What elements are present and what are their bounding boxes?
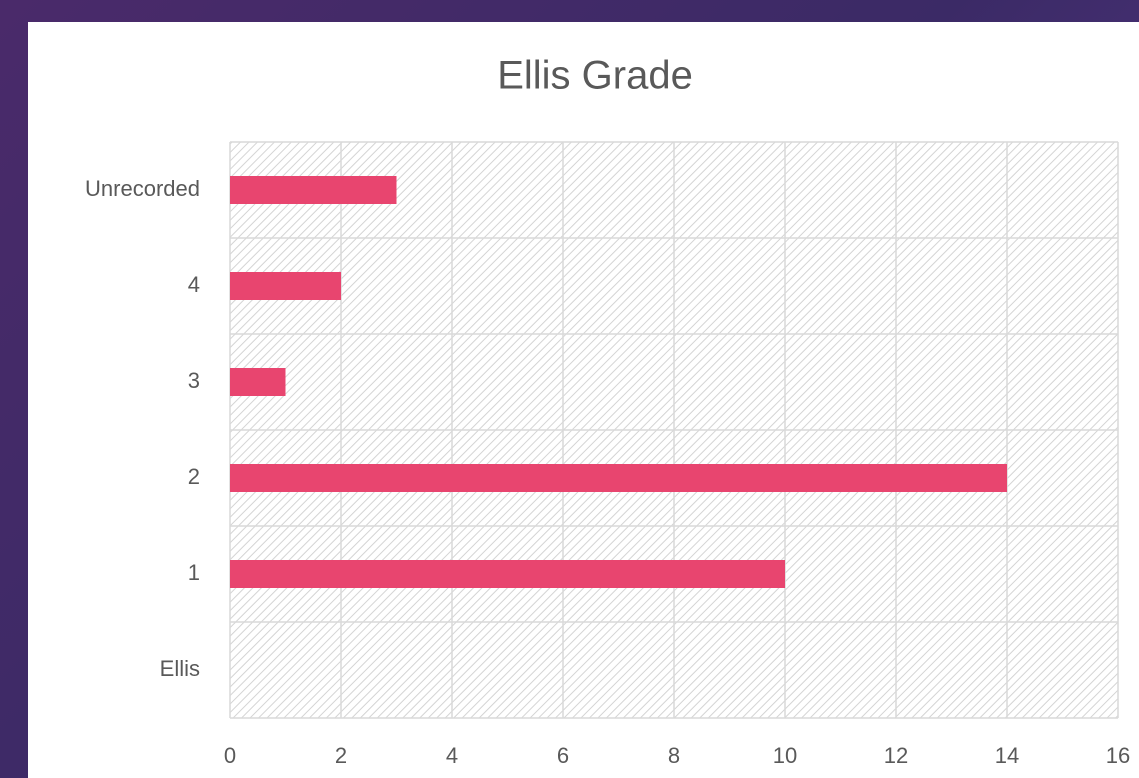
y-tick-label: 4 xyxy=(188,272,200,297)
y-tick-label: 1 xyxy=(188,560,200,585)
x-tick-label: 6 xyxy=(557,743,569,768)
x-tick-label: 10 xyxy=(773,743,797,768)
x-tick-label: 2 xyxy=(335,743,347,768)
y-tick-label: 2 xyxy=(188,464,200,489)
x-tick-label: 14 xyxy=(995,743,1019,768)
bar xyxy=(230,464,1007,492)
bar xyxy=(230,272,341,300)
x-tick-label: 0 xyxy=(224,743,236,768)
bar xyxy=(230,368,286,396)
bar xyxy=(230,560,785,588)
chart-title: Ellis Grade xyxy=(497,54,693,98)
y-tick-label: Unrecorded xyxy=(85,176,200,201)
bar xyxy=(230,176,397,204)
x-tick-label: 16 xyxy=(1106,743,1130,768)
y-tick-label: 3 xyxy=(188,368,200,393)
x-tick-label: 12 xyxy=(884,743,908,768)
x-tick-label: 8 xyxy=(668,743,680,768)
y-tick-label: Ellis xyxy=(160,656,200,681)
x-tick-label: 4 xyxy=(446,743,458,768)
